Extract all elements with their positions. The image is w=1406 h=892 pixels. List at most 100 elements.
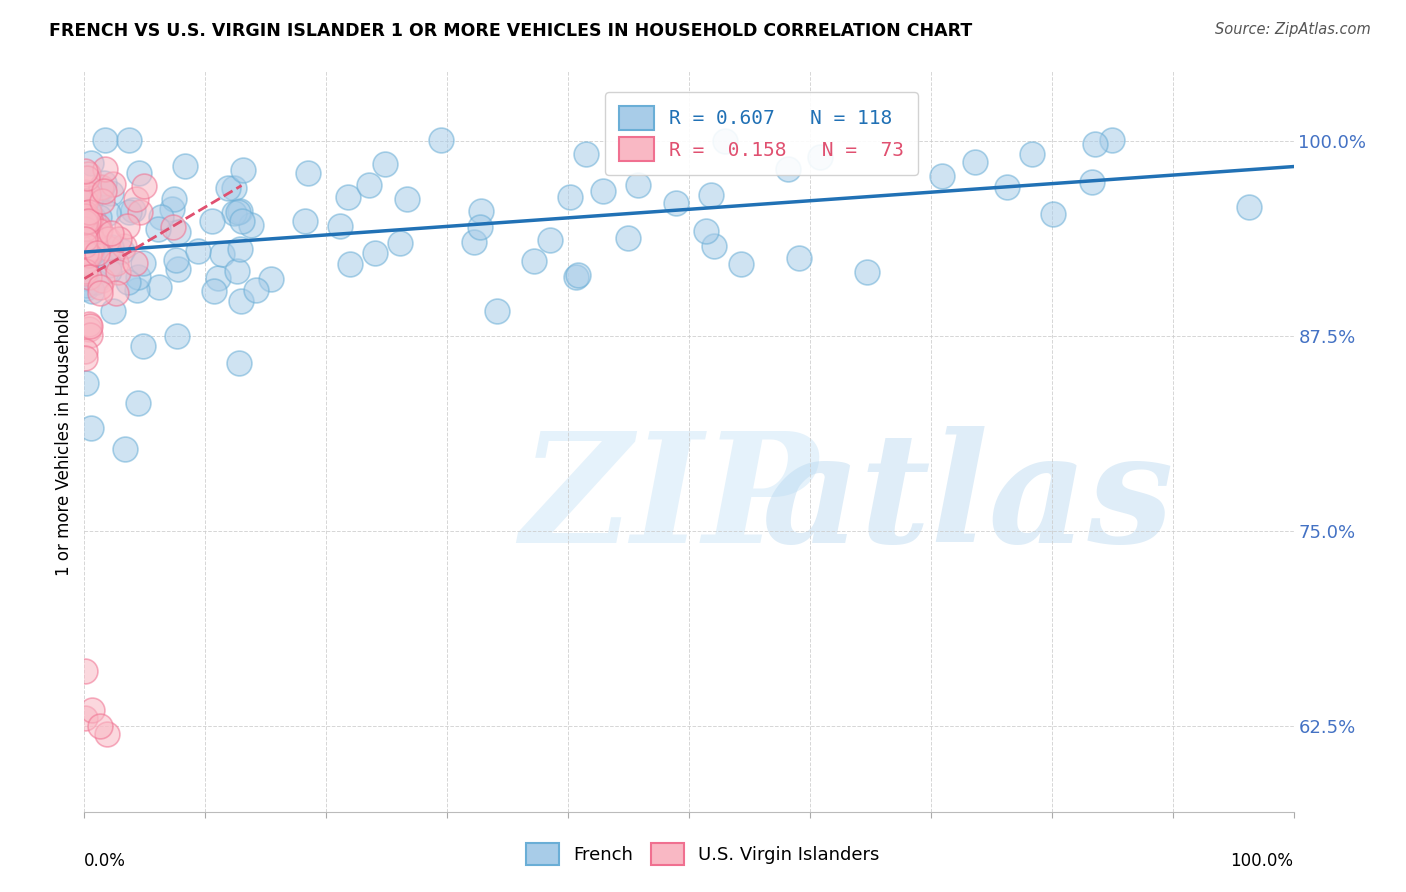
Point bbox=[91, 273, 114, 287]
Point bbox=[132, 338, 155, 352]
Point bbox=[100, 226, 122, 240]
Point bbox=[75, 246, 97, 260]
Point bbox=[82, 234, 104, 248]
Point bbox=[104, 285, 127, 300]
Point bbox=[73, 209, 96, 223]
Point bbox=[374, 157, 396, 171]
Point bbox=[329, 219, 352, 233]
Point bbox=[127, 396, 149, 410]
Point bbox=[695, 224, 717, 238]
Point bbox=[357, 178, 380, 193]
Point bbox=[76, 220, 98, 235]
Point bbox=[112, 239, 135, 253]
Point bbox=[82, 211, 104, 225]
Point bbox=[217, 181, 239, 195]
Point bbox=[75, 216, 97, 230]
Point bbox=[778, 162, 800, 177]
Point bbox=[79, 225, 101, 239]
Point bbox=[567, 268, 589, 282]
Point bbox=[523, 254, 546, 268]
Point bbox=[79, 319, 101, 334]
Legend: French, U.S. Virgin Islanders: French, U.S. Virgin Islanders bbox=[517, 834, 889, 874]
Point bbox=[114, 442, 136, 456]
Point bbox=[229, 293, 252, 308]
Text: 0.0%: 0.0% bbox=[84, 853, 127, 871]
Point bbox=[82, 284, 104, 298]
Text: FRENCH VS U.S. VIRGIN ISLANDER 1 OR MORE VEHICLES IN HOUSEHOLD CORRELATION CHART: FRENCH VS U.S. VIRGIN ISLANDER 1 OR MORE… bbox=[49, 22, 973, 40]
Point bbox=[89, 719, 111, 733]
Point bbox=[75, 271, 97, 285]
Point bbox=[80, 230, 103, 244]
Point bbox=[77, 186, 100, 201]
Point bbox=[995, 180, 1018, 194]
Point bbox=[75, 194, 97, 208]
Point bbox=[75, 194, 97, 208]
Point bbox=[80, 421, 103, 435]
Point bbox=[90, 183, 112, 197]
Point bbox=[121, 203, 143, 218]
Point bbox=[93, 162, 115, 177]
Point bbox=[228, 356, 250, 370]
Point bbox=[77, 243, 100, 257]
Point bbox=[146, 222, 169, 236]
Point bbox=[229, 242, 252, 256]
Point bbox=[80, 241, 103, 255]
Point bbox=[80, 241, 103, 255]
Point bbox=[616, 231, 638, 245]
Point bbox=[1101, 133, 1123, 147]
Point bbox=[73, 194, 96, 208]
Point bbox=[575, 146, 598, 161]
Point bbox=[787, 251, 810, 265]
Point bbox=[855, 265, 877, 279]
Point bbox=[118, 204, 141, 219]
Point bbox=[94, 245, 117, 260]
Point bbox=[79, 156, 101, 170]
Point bbox=[77, 235, 100, 250]
Point bbox=[101, 177, 124, 191]
Point bbox=[132, 256, 155, 270]
Text: Source: ZipAtlas.com: Source: ZipAtlas.com bbox=[1215, 22, 1371, 37]
Point bbox=[73, 207, 96, 221]
Point bbox=[73, 665, 96, 679]
Point bbox=[107, 265, 129, 279]
Point bbox=[148, 280, 170, 294]
Point bbox=[163, 192, 186, 206]
Point bbox=[73, 194, 96, 208]
Point bbox=[75, 280, 97, 294]
Point bbox=[75, 232, 97, 246]
Point bbox=[73, 185, 96, 199]
Point bbox=[240, 219, 263, 233]
Point bbox=[79, 211, 101, 226]
Point bbox=[229, 204, 252, 219]
Point bbox=[79, 327, 101, 342]
Y-axis label: 1 or more Vehicles in Household: 1 or more Vehicles in Household bbox=[55, 308, 73, 575]
Point bbox=[565, 270, 588, 285]
Point bbox=[166, 329, 188, 343]
Point bbox=[167, 262, 190, 277]
Point bbox=[714, 134, 737, 148]
Point bbox=[93, 184, 115, 198]
Point bbox=[75, 254, 97, 268]
Point bbox=[91, 194, 114, 209]
Point bbox=[115, 219, 138, 233]
Point bbox=[226, 205, 249, 219]
Point bbox=[75, 376, 97, 390]
Point bbox=[389, 235, 412, 250]
Point bbox=[101, 304, 124, 318]
Text: atlas: atlas bbox=[762, 426, 1174, 575]
Point bbox=[396, 192, 419, 206]
Point bbox=[77, 269, 100, 284]
Point bbox=[75, 231, 97, 245]
Point bbox=[73, 217, 96, 231]
Point bbox=[339, 257, 361, 271]
Point bbox=[97, 206, 120, 220]
Point bbox=[73, 344, 96, 359]
Point bbox=[808, 150, 831, 164]
Point bbox=[124, 256, 146, 270]
Point bbox=[73, 255, 96, 269]
Point bbox=[225, 264, 247, 278]
Point bbox=[89, 181, 111, 195]
Point bbox=[963, 155, 986, 169]
Point bbox=[125, 192, 148, 206]
Point bbox=[127, 270, 149, 285]
